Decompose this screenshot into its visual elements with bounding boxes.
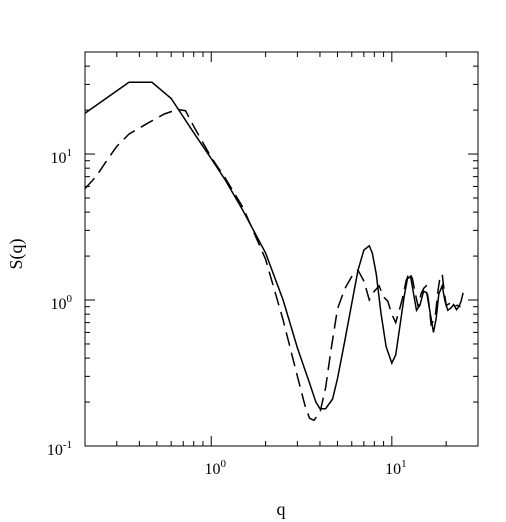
x-axis-label: q [277, 499, 286, 519]
x-tick-label: 101 [385, 458, 407, 478]
y-tick-label: 100 [51, 293, 73, 313]
x-tick-label: 100 [204, 458, 226, 478]
y-tick-label: 10-1 [47, 439, 72, 459]
plot-frame [84, 51, 479, 447]
tick-labels-layer: 100 101 10-1 100 101 [47, 147, 407, 478]
ticks-layer [84, 51, 479, 447]
series-dashed-line [84, 108, 461, 422]
series-layer [84, 81, 464, 422]
y-tick-label: 101 [51, 147, 73, 167]
series-solid-line [84, 81, 464, 410]
y-axis-label: S(q) [6, 238, 27, 269]
